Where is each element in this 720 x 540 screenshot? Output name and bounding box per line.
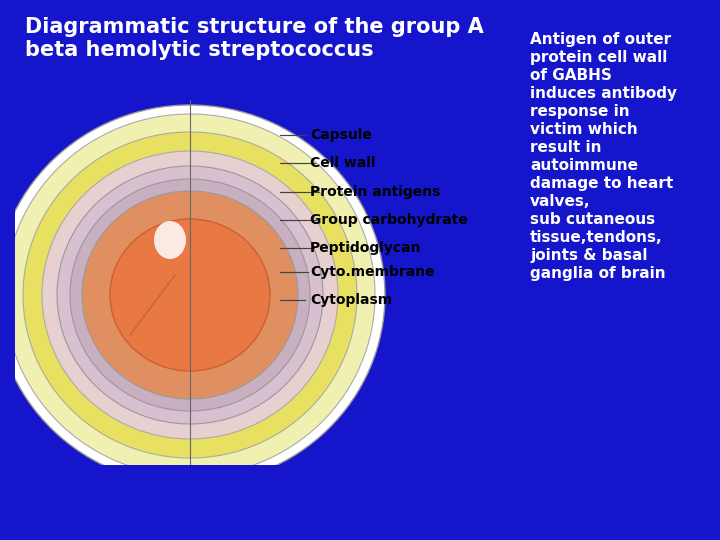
Ellipse shape bbox=[23, 132, 357, 458]
Ellipse shape bbox=[70, 179, 310, 411]
Ellipse shape bbox=[154, 221, 186, 259]
Ellipse shape bbox=[0, 105, 385, 485]
Text: Group carbohydrate: Group carbohydrate bbox=[310, 213, 468, 227]
Text: Cyto.membrane: Cyto.membrane bbox=[310, 265, 435, 279]
Ellipse shape bbox=[82, 191, 298, 399]
Text: Cell wall: Cell wall bbox=[310, 156, 376, 170]
Ellipse shape bbox=[57, 166, 323, 424]
Ellipse shape bbox=[110, 219, 270, 371]
Text: Cytoplasm: Cytoplasm bbox=[310, 293, 392, 307]
Ellipse shape bbox=[42, 151, 338, 439]
Text: Peptidoglycan: Peptidoglycan bbox=[310, 241, 421, 255]
Ellipse shape bbox=[5, 114, 375, 476]
Text: Diagrammatic structure of the group A
beta hemolytic streptococcus: Diagrammatic structure of the group A be… bbox=[25, 17, 484, 60]
Text: Antigen of outer
protein cell wall
of GABHS
induces antibody
response in
victim : Antigen of outer protein cell wall of GA… bbox=[530, 32, 677, 281]
Text: Protein antigens: Protein antigens bbox=[310, 185, 441, 199]
Text: Capsule: Capsule bbox=[310, 128, 372, 142]
